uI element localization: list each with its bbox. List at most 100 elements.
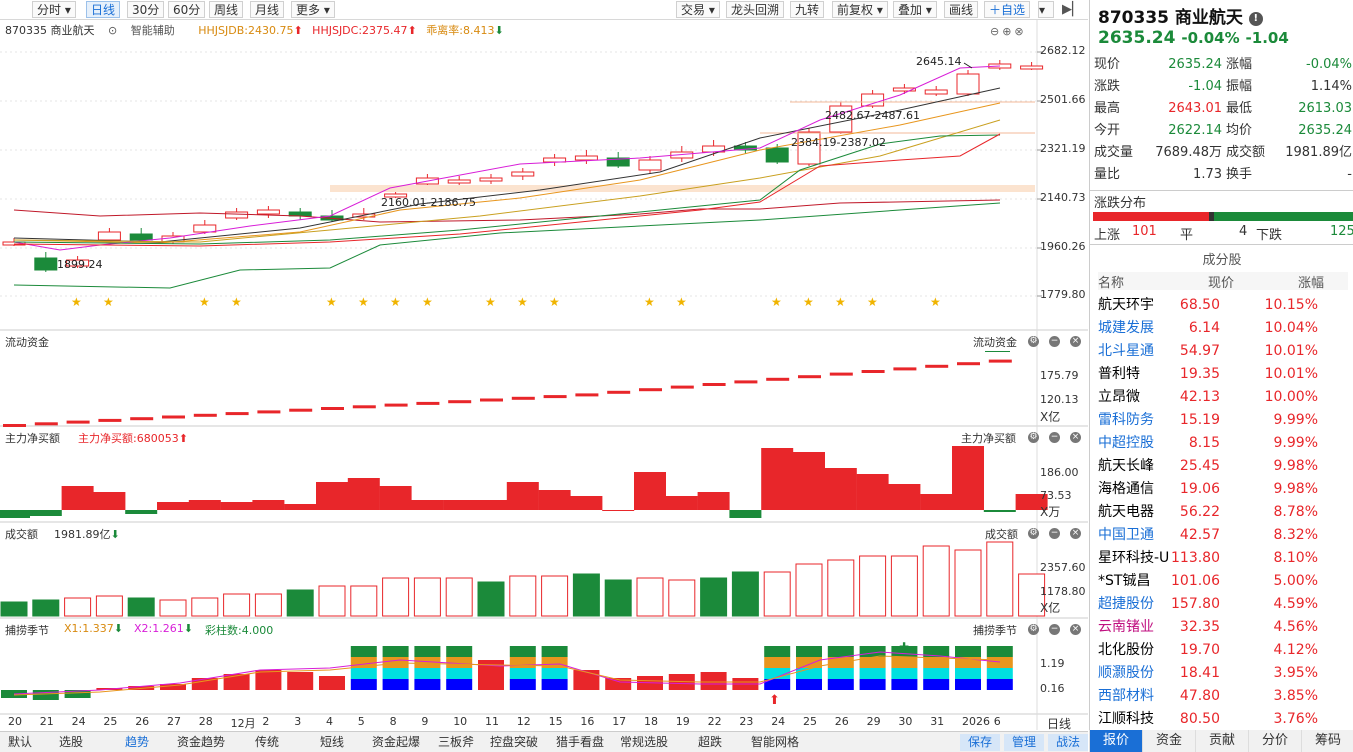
bottom-tab-3[interactable]: 资金趋势 (177, 735, 226, 749)
component-row[interactable]: 海格通信 19.06 9.98% (1098, 478, 1348, 500)
draw-button[interactable]: 画线 (944, 1, 979, 18)
quote-price-line: 2635.24 -0.04% -1.04 (1098, 28, 1289, 48)
side-tab-1[interactable]: 资金 (1142, 730, 1195, 752)
bottom-tab-4[interactable]: 传统 (255, 735, 280, 749)
manage-button[interactable]: 管理 (1004, 734, 1044, 751)
component-row[interactable]: *ST铖昌 101.06 5.00% (1098, 570, 1348, 592)
side-tab-2[interactable]: 贡献 (1195, 730, 1248, 752)
gear-icon[interactable]: ⚙ (1028, 528, 1039, 539)
ma-line-green (13, 202, 1001, 289)
component-row[interactable]: 星环科技-U 113.80 8.10% (1098, 547, 1348, 569)
tab-monthly[interactable]: 月线 (250, 1, 285, 18)
bottom-tab-8[interactable]: 控盘突破 (490, 735, 539, 749)
close-icon[interactable]: × (1070, 528, 1081, 539)
gear-icon[interactable]: ⚙ (1028, 432, 1039, 443)
adjust-button[interactable]: 前复权 ▾ (832, 1, 888, 18)
component-change: 4.59% (1273, 596, 1318, 612)
price-annotation: 2482.67-2487.61 (825, 109, 920, 122)
candle-up (97, 231, 121, 241)
candle-up (447, 179, 471, 184)
tab-intraday[interactable]: 分时 ▾ (32, 1, 76, 18)
tab-30min[interactable]: 30分 (127, 1, 165, 18)
component-row[interactable]: 航天环宇 68.50 10.15% (1098, 294, 1348, 316)
gear-icon[interactable]: ⚙ (1028, 624, 1039, 635)
panel-toggle-icon[interactable]: ▶▏ (1062, 2, 1082, 17)
component-row[interactable]: 顺灏股份 18.41 3.95% (1098, 662, 1348, 684)
close-icon[interactable]: × (1070, 624, 1081, 635)
minus-icon[interactable]: − (1049, 624, 1060, 635)
bottom-tab-7[interactable]: 三板斧 (438, 735, 475, 749)
flow-bar (193, 413, 217, 417)
info-icon[interactable]: ! (1248, 12, 1263, 26)
bottom-tab-0[interactable]: 默认 (8, 735, 33, 749)
flow-bar (829, 372, 853, 376)
bottom-tab-6[interactable]: 资金起爆 (372, 735, 421, 749)
component-row[interactable]: 北化股份 19.70 4.12% (1098, 639, 1348, 661)
component-row[interactable]: 中超控股 8.15 9.99% (1098, 432, 1348, 454)
volume-bar (382, 577, 410, 617)
bottom-tab-12[interactable]: 智能网格 (751, 735, 800, 749)
flow-bar (766, 377, 790, 381)
component-row[interactable]: 江顺科技 80.50 3.76% (1098, 708, 1348, 730)
close-icon[interactable]: × (1070, 432, 1081, 443)
component-change: 8.78% (1273, 504, 1318, 520)
season-panel-title-right: 捕捞季节 (973, 624, 1017, 637)
quote-value: 2635.24 (1168, 57, 1222, 72)
minus-icon[interactable]: − (1049, 528, 1060, 539)
volume-bar (922, 545, 950, 617)
bottom-tab-1[interactable]: 选股 (59, 735, 84, 749)
component-row[interactable]: 云南锗业 32.35 4.56% (1098, 616, 1348, 638)
component-row[interactable]: 城建发展 6.14 10.04% (1098, 317, 1348, 339)
strategy-button[interactable]: 战法 (1048, 734, 1088, 751)
trade-button[interactable]: 交易 ▾ (676, 1, 720, 18)
flow-bar (98, 418, 122, 422)
component-row[interactable]: 北斗星通 54.97 10.01% (1098, 340, 1348, 362)
bottom-tab-11[interactable]: 超跌 (698, 735, 723, 749)
minus-icon[interactable]: − (1049, 336, 1060, 347)
chart-zoom-controls[interactable]: ⊖⊕⊗ (990, 25, 1027, 38)
candle-down (34, 257, 58, 271)
close-icon[interactable]: × (1070, 336, 1081, 347)
tab-60min[interactable]: 60分 (168, 1, 206, 18)
tab-weekly[interactable]: 周线 (209, 1, 244, 18)
candle-up (861, 93, 885, 107)
bottom-tab-5[interactable]: 短线 (320, 735, 345, 749)
component-row[interactable]: 西部材料 47.80 3.85% (1098, 685, 1348, 707)
save-button[interactable]: 保存 (960, 734, 1000, 751)
bottom-tab-9[interactable]: 猎手看盘 (556, 735, 605, 749)
net-buy-bar (347, 478, 380, 510)
component-row[interactable]: 超捷股份 157.80 4.59% (1098, 593, 1348, 615)
tab-daily[interactable]: 日线 (86, 1, 121, 18)
star-icon: ★ (71, 295, 82, 309)
side-tab-0[interactable]: 报价 (1089, 730, 1142, 752)
component-row[interactable]: 中国卫通 42.57 8.32% (1098, 524, 1348, 546)
component-row[interactable]: 立昂微 42.13 10.00% (1098, 386, 1348, 408)
component-row[interactable]: 雷科防务 15.19 9.99% (1098, 409, 1348, 431)
quote-value: - (1347, 167, 1352, 182)
bottom-tab-10[interactable]: 常规选股 (620, 735, 669, 749)
star-icon: ★ (326, 295, 337, 309)
vol-panel-title-right: 成交额 (985, 528, 1018, 541)
assist-toggle[interactable]: ⊙ 智能辅助 (108, 24, 175, 37)
component-change: 10.04% (1264, 320, 1318, 336)
component-row[interactable]: 航天电器 56.22 8.78% (1098, 501, 1348, 523)
component-row[interactable]: 航天长峰 25.45 9.98% (1098, 455, 1348, 477)
period-label[interactable]: 日线 (1047, 717, 1072, 731)
bottom-tab-2[interactable]: 趋势 (125, 735, 150, 749)
tab-more[interactable]: 更多 ▾ (291, 1, 335, 18)
leader-review-button[interactable]: 龙头回溯 (726, 1, 785, 18)
nine-turn-button[interactable]: 九转 (790, 1, 825, 18)
component-row[interactable]: 普利特 19.35 10.01% (1098, 363, 1348, 385)
stock-label: 870335 商业航天 (5, 24, 95, 37)
minus-icon[interactable]: − (1049, 432, 1060, 443)
overlay-button[interactable]: 叠加 ▾ (893, 1, 937, 18)
watchlist-dropdown[interactable]: ▾ (1038, 1, 1054, 18)
gear-icon[interactable]: ⚙ (1028, 336, 1039, 347)
side-tab-4[interactable]: 筹码 (1301, 730, 1353, 752)
component-change: 9.98% (1273, 481, 1318, 497)
watchlist-button[interactable]: ＋自选 (984, 1, 1031, 18)
component-price: 19.06 (1179, 481, 1220, 497)
season-bar (827, 646, 854, 657)
side-tab-3[interactable]: 分价 (1248, 730, 1301, 752)
kline-chart[interactable]: 2645.142482.67-2487.612384.19-2387.02216… (0, 20, 1088, 730)
